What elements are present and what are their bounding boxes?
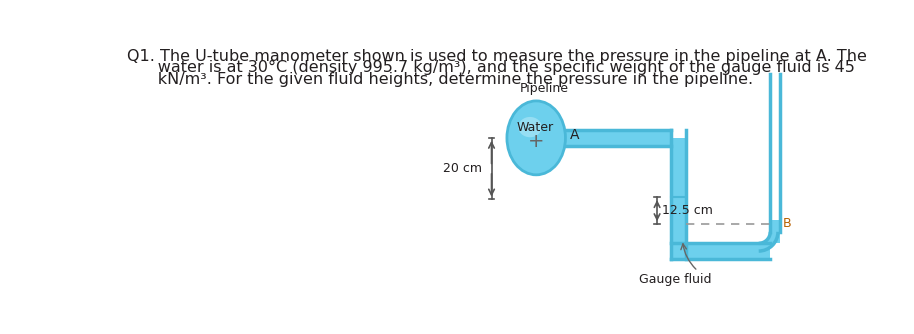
Text: +: + [528,132,545,151]
Bar [771,220,780,243]
Bar [671,138,686,259]
Text: B: B [782,217,792,230]
Text: Water: Water [516,121,553,134]
Bar [671,197,686,243]
Polygon shape [759,232,778,251]
Text: 20 cm: 20 cm [443,162,483,175]
Text: Q1. The U-tube manometer shown is used to measure the pressure in the pipeline a: Q1. The U-tube manometer shown is used t… [127,48,867,63]
Ellipse shape [518,117,542,137]
Text: A: A [570,128,579,142]
Text: Pipeline: Pipeline [519,82,569,95]
Text: kN/m³. For the given fluid heights, determine the pressure in the pipeline.: kN/m³. For the given fluid heights, dete… [127,72,753,87]
Text: Gauge fluid: Gauge fluid [639,273,711,286]
Ellipse shape [507,101,566,175]
Text: 12.5 cm: 12.5 cm [662,204,713,217]
Bar [561,130,671,146]
Text: water is at 30°C (density 995.7 kg/m³), and the specific weight of the gauge flu: water is at 30°C (density 995.7 kg/m³), … [127,60,856,75]
Bar [671,243,771,259]
